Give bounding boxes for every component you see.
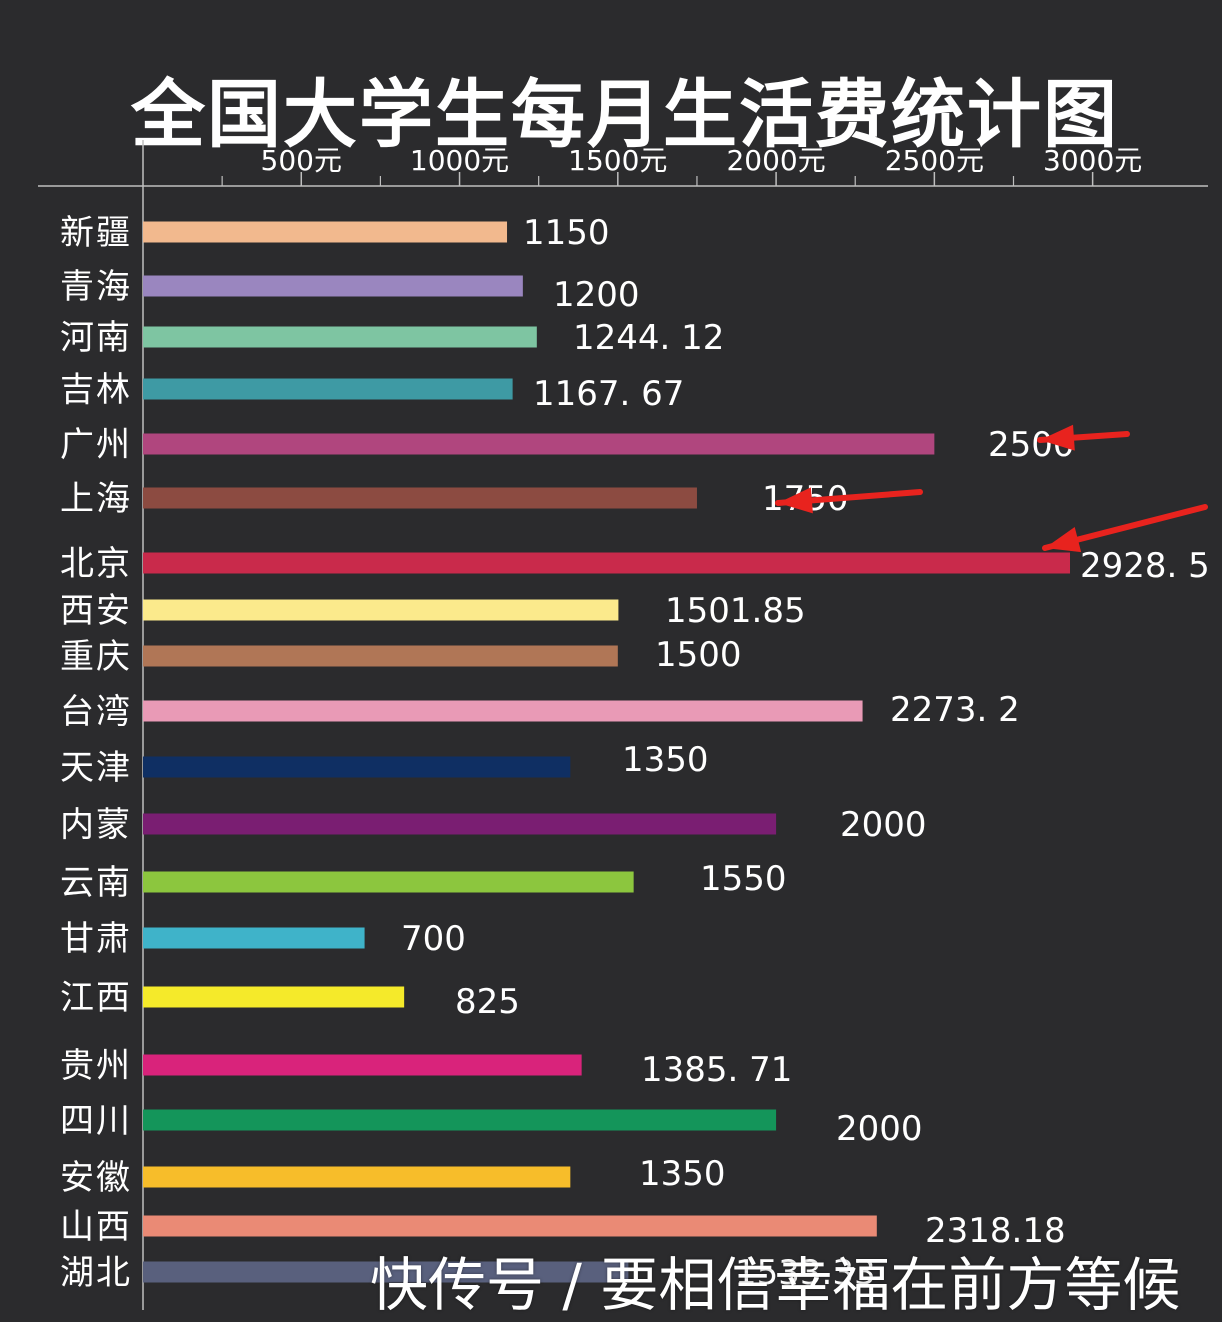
value-label: 1350 xyxy=(639,1154,726,1194)
x-tick-label: 1500元 xyxy=(568,144,667,177)
category-label: 重庆 xyxy=(60,637,132,677)
value-label: 2000 xyxy=(840,805,927,845)
category-label: 新疆 xyxy=(60,213,132,253)
annotation-arrow-head xyxy=(1045,526,1082,553)
bar xyxy=(143,871,634,893)
x-tick-label: 2500元 xyxy=(885,144,984,177)
annotation-arrow-head xyxy=(778,487,813,514)
bar xyxy=(143,221,508,243)
category-label: 上海 xyxy=(60,479,132,519)
bar xyxy=(143,275,523,297)
bar xyxy=(143,1166,571,1188)
bar xyxy=(143,1215,877,1237)
value-label: 1500 xyxy=(655,635,742,675)
bar xyxy=(143,1054,582,1076)
category-label: 河南 xyxy=(60,318,132,358)
category-label: 西安 xyxy=(60,591,132,631)
value-label: 2928. 5 xyxy=(1080,546,1210,586)
category-label: 台湾 xyxy=(60,692,132,732)
category-label: 安徽 xyxy=(60,1158,132,1198)
value-label: 1350 xyxy=(622,740,709,780)
value-label: 1550 xyxy=(700,859,787,899)
watermark: 快传号 / 要相信幸福在前方等候 xyxy=(370,1251,1181,1319)
category-label: 青海 xyxy=(60,267,132,307)
bar xyxy=(143,326,537,348)
category-label: 甘肃 xyxy=(60,919,132,959)
category-label: 山西 xyxy=(60,1207,132,1247)
value-label: 825 xyxy=(455,982,520,1022)
value-label: 2318.18 xyxy=(925,1211,1066,1251)
value-label: 2000 xyxy=(836,1109,923,1149)
bar xyxy=(143,927,365,949)
bar xyxy=(143,700,863,722)
x-tick-label: 2000元 xyxy=(726,144,825,177)
category-label: 贵州 xyxy=(60,1046,132,1086)
x-tick-label: 1000元 xyxy=(410,144,509,177)
x-tick-label: 500元 xyxy=(261,144,342,177)
bar xyxy=(143,487,697,509)
bar xyxy=(143,756,571,778)
bar xyxy=(143,599,619,621)
value-label: 2273. 2 xyxy=(890,690,1020,730)
value-label: 1200 xyxy=(553,275,640,315)
category-label: 北京 xyxy=(60,544,132,584)
category-label: 天津 xyxy=(60,748,132,788)
value-label: 700 xyxy=(401,919,466,959)
value-label: 1150 xyxy=(523,213,610,253)
bar xyxy=(143,433,935,455)
x-tick-label: 3000元 xyxy=(1043,144,1142,177)
bar xyxy=(143,378,513,400)
category-label: 云南 xyxy=(60,863,132,903)
category-label: 四川 xyxy=(60,1101,132,1141)
value-label: 1385. 71 xyxy=(641,1050,792,1090)
chart-title: 全国大学生每月生活费统计图 xyxy=(131,72,1119,158)
bar xyxy=(143,1261,629,1283)
value-label: 1167. 67 xyxy=(533,374,684,414)
category-label: 吉林 xyxy=(60,370,132,410)
value-label: 1501.85 xyxy=(665,591,806,631)
value-label: 1244. 12 xyxy=(573,318,724,358)
value-label: 1533.33 xyxy=(735,1253,876,1293)
bar xyxy=(143,813,777,835)
bar xyxy=(143,986,405,1008)
bar xyxy=(143,1109,777,1131)
category-label: 湖北 xyxy=(60,1253,132,1293)
category-label: 江西 xyxy=(60,978,132,1018)
bar xyxy=(143,645,618,667)
category-label: 内蒙 xyxy=(60,805,132,845)
category-label: 广州 xyxy=(60,425,132,465)
bar xyxy=(143,552,1070,574)
annotation-arrow-head xyxy=(1040,424,1075,451)
